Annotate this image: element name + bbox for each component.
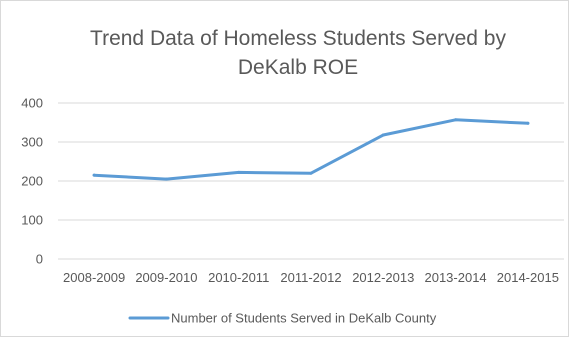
x-tick-label: 2013-2014 xyxy=(424,270,486,285)
x-axis-ticks: 2008-2009 2009-2010 2010-2011 2011-2012 2012… xyxy=(63,270,559,285)
data-point xyxy=(454,118,458,122)
x-tick-label: 2014-2015 xyxy=(497,270,559,285)
series-line-0 xyxy=(92,118,530,181)
data-point xyxy=(381,133,385,137)
data-point xyxy=(164,177,168,181)
legend-label: Number of Students Served in DeKalb Coun… xyxy=(171,311,437,326)
chart-title-line-1: Trend Data of Homeless Students Served b… xyxy=(90,27,506,50)
x-tick-label: 2008-2009 xyxy=(63,270,125,285)
y-tick-label: 400 xyxy=(21,96,43,111)
y-tick-label: 100 xyxy=(21,213,43,228)
y-axis-ticks: 0 100 200 300 400 xyxy=(21,96,43,267)
data-point xyxy=(309,171,313,175)
chart-title-line-2: DeKalb ROE xyxy=(238,56,358,79)
x-tick-label: 2010-2011 xyxy=(208,270,269,285)
data-point xyxy=(526,121,530,125)
series-layer xyxy=(92,118,530,181)
y-tick-label: 0 xyxy=(36,252,43,267)
x-tick-label: 2011-2012 xyxy=(280,270,341,285)
x-tick-label: 2009-2010 xyxy=(135,270,197,285)
gridlines xyxy=(58,102,564,260)
data-point xyxy=(92,173,96,177)
x-tick-label: 2012-2013 xyxy=(352,270,414,285)
y-tick-label: 200 xyxy=(21,174,43,189)
data-point xyxy=(237,170,241,174)
y-tick-label: 300 xyxy=(21,135,43,150)
legend: Number of Students Served in DeKalb Coun… xyxy=(128,311,437,326)
